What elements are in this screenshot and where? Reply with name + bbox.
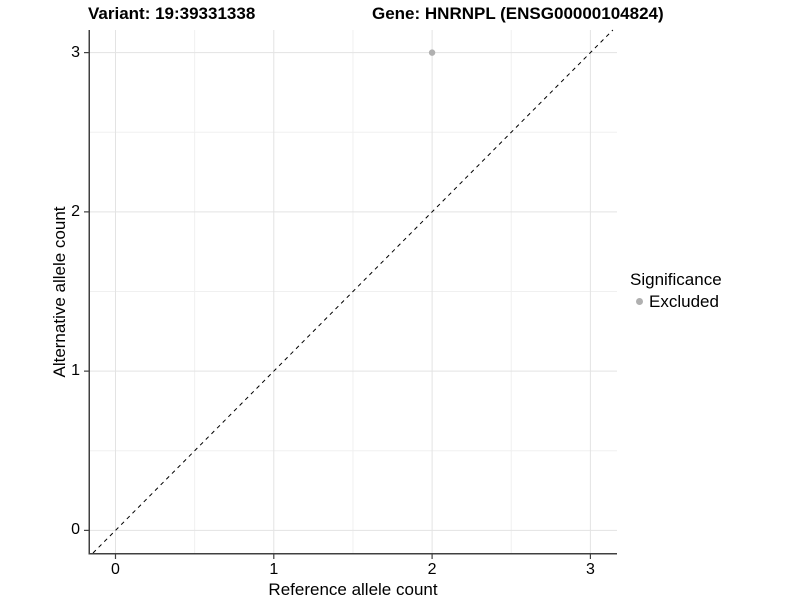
plot-title-gene: Gene: HNRNPL (ENSG00000104824) bbox=[372, 4, 664, 23]
y-tick-label: 2 bbox=[71, 202, 80, 220]
legend-point-icon bbox=[636, 298, 643, 305]
y-tick-label: 3 bbox=[71, 43, 80, 61]
x-tick-label: 2 bbox=[427, 561, 437, 578]
x-axis-title: Reference allele count bbox=[268, 580, 438, 599]
identity-reference-line bbox=[92, 29, 614, 554]
legend-title: Significance bbox=[630, 270, 722, 289]
x-tick-label: 3 bbox=[585, 561, 595, 578]
legend-key bbox=[630, 298, 649, 305]
legend-item-label: Excluded bbox=[649, 291, 719, 311]
x-tick-label: 0 bbox=[111, 561, 120, 578]
legend: Significance Excluded bbox=[630, 270, 722, 311]
y-tick-label: 0 bbox=[71, 521, 80, 539]
plot-title-variant: Variant: 19:39331338 bbox=[88, 4, 256, 23]
x-tick-label: 1 bbox=[269, 561, 279, 578]
y-axis-title: Alternative allele count bbox=[50, 206, 69, 378]
legend-item-excluded: Excluded bbox=[630, 292, 722, 311]
y-tick-label: 1 bbox=[71, 362, 80, 380]
data-point-excluded bbox=[428, 49, 436, 56]
